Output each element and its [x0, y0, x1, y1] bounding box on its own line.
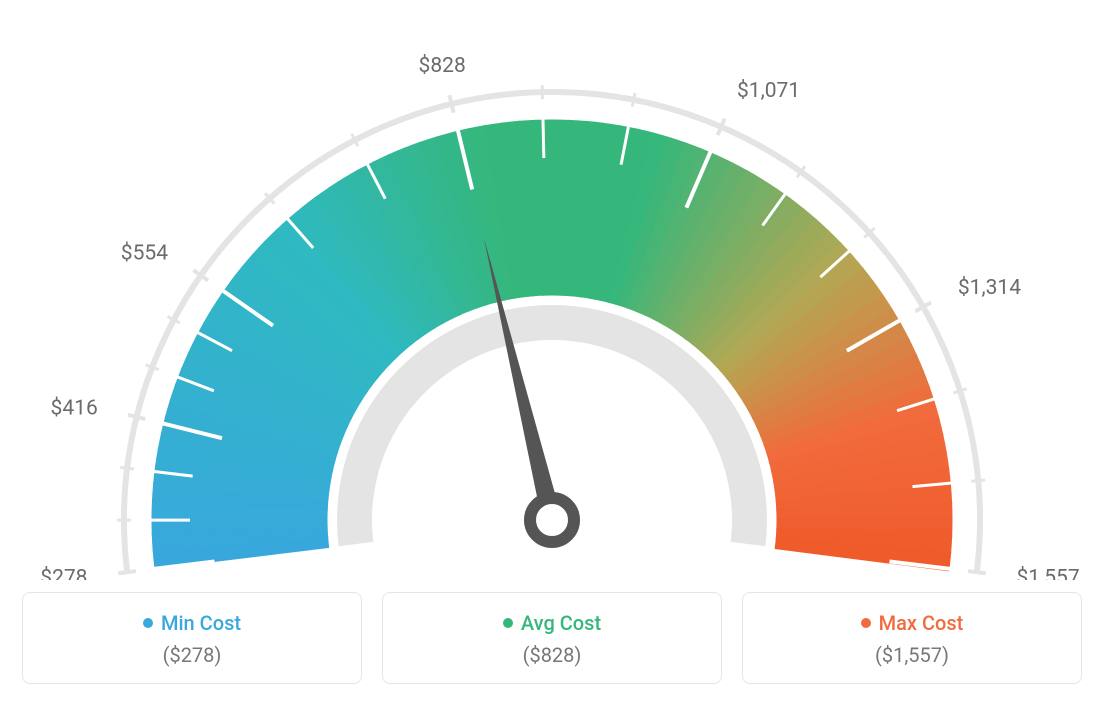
legend-dot-icon	[143, 618, 153, 628]
legend-dot-icon	[503, 618, 513, 628]
gauge-tick-label: $278	[40, 566, 87, 580]
legend-label: Avg Cost	[521, 611, 601, 635]
gauge-tick-label: $1,557	[1017, 566, 1080, 580]
legend-dot-icon	[861, 618, 871, 628]
gauge-svg: $278 $416 $554 $828 $1,071 $1,314 $1,557	[20, 20, 1084, 580]
gauge-tick-label: $828	[419, 54, 466, 78]
legend-value: ($278)	[35, 643, 349, 667]
gauge-tick-label: $554	[121, 241, 168, 265]
legend-value: ($1,557)	[755, 643, 1069, 667]
legend-card-avg: Avg Cost ($828)	[382, 592, 722, 684]
legend-label: Max Cost	[879, 611, 964, 635]
gauge-tick-label: $1,314	[958, 276, 1021, 300]
legend-card-min: Min Cost ($278)	[22, 592, 362, 684]
legend-row: Min Cost ($278) Avg Cost ($828) Max Cost ($1,…	[20, 592, 1084, 684]
gauge-needle-hub	[530, 498, 574, 542]
legend-value: ($828)	[395, 643, 709, 667]
legend-card-max: Max Cost ($1,557)	[742, 592, 1082, 684]
gauge-tick-label: $1,071	[737, 79, 800, 103]
legend-title: Avg Cost	[503, 611, 601, 635]
cost-gauge-chart: $278 $416 $554 $828 $1,071 $1,314 $1,557 Min C…	[20, 20, 1084, 684]
legend-title: Max Cost	[861, 611, 964, 635]
gauge-container: $278 $416 $554 $828 $1,071 $1,314 $1,557	[20, 20, 1084, 580]
legend-title: Min Cost	[143, 611, 241, 635]
legend-label: Min Cost	[161, 611, 241, 635]
gauge-tick-label: $416	[51, 396, 98, 420]
